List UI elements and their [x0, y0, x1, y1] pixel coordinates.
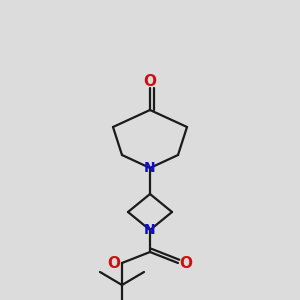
Text: N: N	[144, 161, 156, 175]
Text: N: N	[144, 223, 156, 237]
Text: O: O	[107, 256, 121, 271]
Text: O: O	[179, 256, 193, 271]
Text: O: O	[143, 74, 157, 89]
